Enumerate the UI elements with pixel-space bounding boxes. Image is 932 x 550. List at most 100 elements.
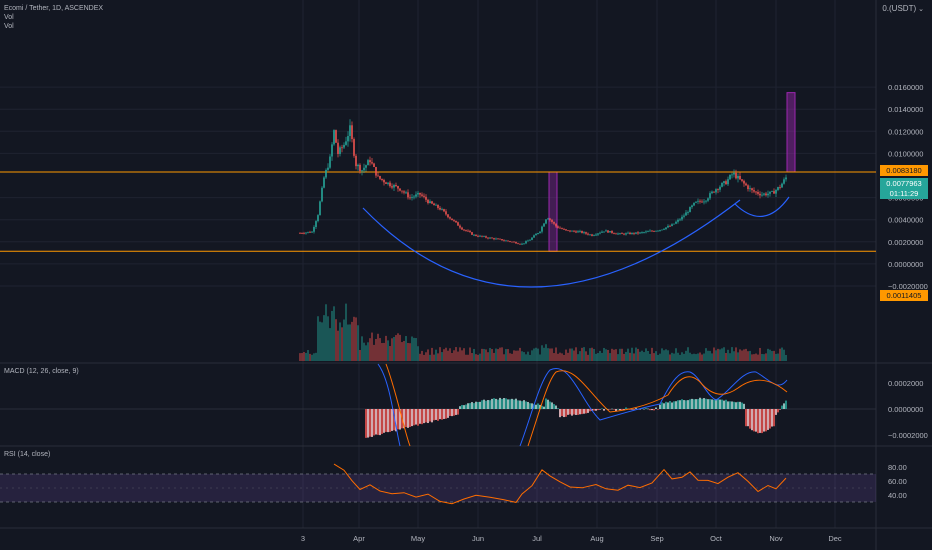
volume-bar <box>553 353 555 361</box>
candle-body <box>435 204 437 206</box>
volume-bar <box>557 353 559 361</box>
candle-body <box>667 225 669 228</box>
macd-histogram-bar <box>547 399 549 409</box>
volume-bar <box>717 348 719 361</box>
currency-selector[interactable]: 0.(USDT) ⌄ <box>882 4 924 13</box>
candle-body <box>689 207 691 213</box>
candle-body <box>495 238 497 240</box>
candle-body <box>655 230 657 232</box>
candle-body <box>707 198 709 201</box>
macd-histogram-bar <box>503 398 505 409</box>
macd-histogram-bar <box>391 409 393 431</box>
volume-bar <box>637 348 639 361</box>
candle-body <box>605 230 607 232</box>
macd-histogram-bar <box>521 401 523 409</box>
volume-bar <box>665 349 667 361</box>
volume-bar <box>395 335 397 361</box>
candle-body <box>561 228 563 229</box>
volume-bar <box>763 354 765 361</box>
candle-body <box>657 230 659 232</box>
volume-bar <box>431 347 433 361</box>
candle-body <box>543 223 545 227</box>
volume-bar <box>481 348 483 361</box>
candle-body <box>751 188 753 191</box>
candle-body <box>621 233 623 235</box>
volume-bar <box>309 353 311 361</box>
macd-histogram-bar <box>581 409 583 415</box>
candle-body <box>585 232 587 234</box>
macd-histogram-bar <box>633 409 635 411</box>
candle-body <box>571 230 573 232</box>
macd-histogram-bar <box>417 409 419 426</box>
rsi-legend[interactable]: RSI (14, close) <box>4 451 51 458</box>
candle-body <box>335 130 337 143</box>
candle-body <box>533 235 535 238</box>
candle-body <box>735 172 737 179</box>
candle-body <box>705 200 707 202</box>
macd-tick-label: 0.0002000 <box>888 379 923 388</box>
macd-histogram-bar <box>555 405 557 409</box>
macd-histogram-bar <box>593 409 595 411</box>
volume-bar <box>381 343 383 361</box>
macd-histogram-bar <box>467 403 469 409</box>
macd-histogram-bar <box>717 399 719 409</box>
volume-bar <box>543 347 545 361</box>
macd-legend[interactable]: MACD (12, 26, close, 9) <box>4 368 79 375</box>
candle-body <box>573 230 575 232</box>
candle-body <box>643 232 645 233</box>
volume-bar <box>703 353 705 361</box>
volume-bar <box>657 354 659 361</box>
symbol-title[interactable]: Ecomi / Tether, 1D, ASCENDEX <box>4 5 104 12</box>
volume-bar <box>301 353 303 361</box>
volume-bar <box>693 353 695 361</box>
macd-histogram-bar <box>557 408 559 409</box>
time-tick-label: Nov <box>769 534 783 543</box>
candle-body <box>323 177 325 188</box>
macd-histogram-bar <box>365 409 367 438</box>
macd-histogram-bar <box>763 409 765 432</box>
macd-histogram-bar <box>695 399 697 409</box>
candle-body <box>601 231 603 233</box>
volume-bar <box>685 350 687 361</box>
candle-body <box>525 241 527 244</box>
candle-body <box>377 175 379 177</box>
volume-bar <box>701 354 703 361</box>
candle-body <box>497 238 499 240</box>
volume-bar <box>303 352 305 361</box>
candle-body <box>371 162 373 164</box>
macd-histogram-bar <box>441 409 443 420</box>
candle-body <box>361 170 363 172</box>
volume-bar <box>473 348 475 361</box>
macd-histogram-bar <box>737 401 739 409</box>
candle-body <box>701 201 703 203</box>
volume-bar <box>579 351 581 361</box>
macd-histogram-bar <box>745 409 747 427</box>
macd-histogram-bar <box>725 399 727 409</box>
volume-bar <box>373 344 375 361</box>
candle-body <box>467 230 469 232</box>
volume-bar <box>359 349 361 361</box>
macd-line <box>377 363 788 447</box>
macd-histogram-bar <box>567 409 569 415</box>
candle-body <box>385 182 387 184</box>
price-tick-label: −0.0020000 <box>888 282 928 291</box>
candle-body <box>753 190 755 192</box>
range-box <box>786 92 796 173</box>
candle-body <box>527 240 529 242</box>
macd-histogram-bar <box>499 397 501 409</box>
candle-body <box>675 221 677 224</box>
volume-bar <box>603 347 605 361</box>
candle-body <box>693 202 695 206</box>
macd-histogram-bar <box>715 399 717 409</box>
candle-body <box>557 226 559 228</box>
volume-bar <box>429 354 431 361</box>
candle-body <box>619 233 621 235</box>
volume-legend[interactable]: Vol <box>4 14 14 21</box>
volume-legend-2[interactable]: Vol <box>4 23 14 30</box>
macd-histogram-bar <box>625 407 627 409</box>
candle-body <box>461 227 463 230</box>
macd-histogram-bar <box>487 400 489 409</box>
macd-histogram-bar <box>377 409 379 435</box>
candle-body <box>421 194 423 196</box>
